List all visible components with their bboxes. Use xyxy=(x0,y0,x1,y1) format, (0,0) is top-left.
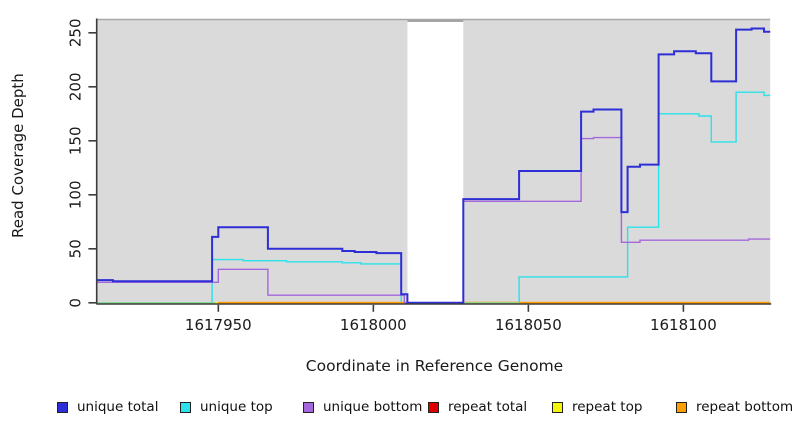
legend-item-unique-total: unique total xyxy=(57,398,158,416)
x-tick-label: 1618100 xyxy=(650,316,717,334)
legend-item-repeat-total: repeat total xyxy=(428,398,527,416)
legend-swatch-icon xyxy=(676,401,687,413)
legend-label: repeat top xyxy=(572,399,643,415)
x-tick-label: 1618050 xyxy=(495,316,562,334)
y-tick-label: 100 xyxy=(66,180,84,209)
y-tick-label: 200 xyxy=(66,72,84,101)
no-data-gap xyxy=(407,21,464,304)
y-tick-label: 0 xyxy=(66,298,84,308)
legend-label: unique bottom xyxy=(323,399,423,415)
x-tick-label: 1618000 xyxy=(340,316,407,334)
legend-item-unique-top: unique top xyxy=(180,398,273,416)
y-tick-label: 250 xyxy=(66,18,84,47)
x-tick-label: 1617950 xyxy=(185,316,252,334)
legend-label: unique total xyxy=(77,399,159,415)
legend-swatch-icon xyxy=(180,401,191,413)
legend-swatch-icon xyxy=(57,401,68,413)
legend-item-repeat-top: repeat top xyxy=(552,398,642,416)
legend-item-unique-bottom: unique bottom xyxy=(303,398,422,416)
legend-label: repeat total xyxy=(448,399,528,415)
y-axis-title: Read Coverage Depth xyxy=(9,73,27,238)
legend-item-repeat-bottom: repeat bottom xyxy=(676,398,792,416)
legend-swatch-icon xyxy=(303,401,314,413)
legend-label: unique top xyxy=(200,399,273,415)
y-tick-label: 50 xyxy=(66,239,84,258)
legend-swatch-icon xyxy=(428,401,439,413)
legend: unique total unique top unique bottom repea… xyxy=(0,398,792,422)
legend-label: repeat bottom xyxy=(696,399,792,415)
x-axis-title: Coordinate in Reference Genome xyxy=(305,357,564,375)
y-tick-label: 150 xyxy=(66,126,84,155)
series-unique-top xyxy=(97,91,771,304)
series-unique-total xyxy=(97,27,771,304)
legend-swatch-icon xyxy=(552,401,563,413)
